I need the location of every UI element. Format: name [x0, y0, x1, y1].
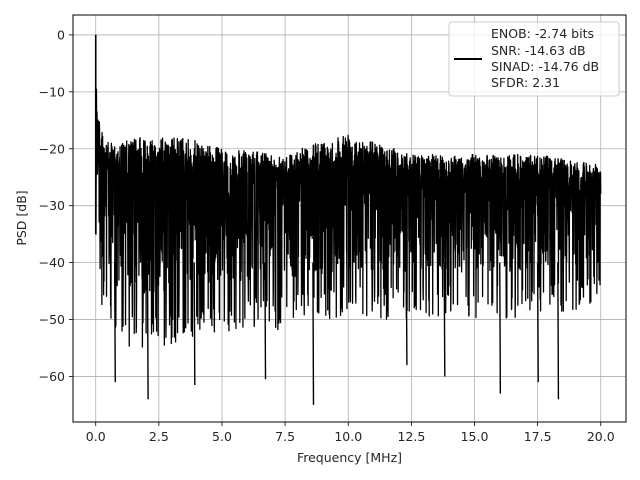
- x-axis-label: Frequency [MHz]: [297, 450, 402, 465]
- y-axis-label: PSD [dB]: [14, 190, 29, 245]
- x-tick-label: 17.5: [524, 429, 552, 444]
- y-tick-label: −50: [39, 312, 65, 327]
- psd-minimum-spike: [499, 262, 502, 394]
- psd-minimum-spike: [312, 262, 315, 405]
- legend-entry-enob: ENOB: -2.74 bits: [491, 26, 594, 41]
- psd-minimum-spike: [405, 262, 408, 366]
- y-tick-label: −10: [39, 84, 65, 99]
- x-tick-label: 20.0: [587, 429, 615, 444]
- y-tick-label: −30: [39, 198, 65, 213]
- x-tick-label: 2.5: [149, 429, 169, 444]
- psd-series-line: [95, 34, 602, 348]
- legend-entry-sfdr: SFDR: 2.31: [491, 75, 560, 90]
- legend: ENOB: -2.74 bits SNR: -14.63 dB SINAD: -…: [448, 21, 620, 97]
- x-tick-label: 5.0: [212, 429, 232, 444]
- x-tick-label: 12.5: [397, 429, 425, 444]
- psd-minimum-spike: [536, 262, 539, 383]
- axes-frame: [72, 14, 627, 423]
- psd-minimum-spike: [557, 262, 560, 400]
- psd-minimum-spike: [193, 262, 196, 386]
- legend-entry-sinad: SINAD: -14.76 dB: [491, 59, 599, 74]
- plot-area: [94, 34, 602, 405]
- y-tick-label: −60: [39, 369, 65, 384]
- psd-minimum-spike: [264, 262, 267, 380]
- y-tick-label: 0: [57, 27, 65, 42]
- psd-minimum-spike: [443, 262, 446, 377]
- y-tick-label: −20: [39, 141, 65, 156]
- x-tick-label: 10.0: [334, 429, 362, 444]
- legend-box: [448, 21, 620, 97]
- x-tick-label: 0.0: [86, 429, 106, 444]
- x-axis-ticks: 0.0 2.5 5.0 7.5 10.0 12.5 15.0 17.5 20.0: [86, 422, 615, 444]
- y-tick-label: −40: [39, 255, 65, 270]
- x-tick-label: 15.0: [461, 429, 489, 444]
- y-axis-ticks: 0 −10 −20 −30 −40 −50 −60: [39, 27, 73, 384]
- psd-minimum-spike: [146, 262, 149, 400]
- x-tick-label: 7.5: [275, 429, 295, 444]
- psd-minimum-spike: [113, 262, 116, 383]
- legend-entry-snr: SNR: -14.63 dB: [491, 43, 586, 58]
